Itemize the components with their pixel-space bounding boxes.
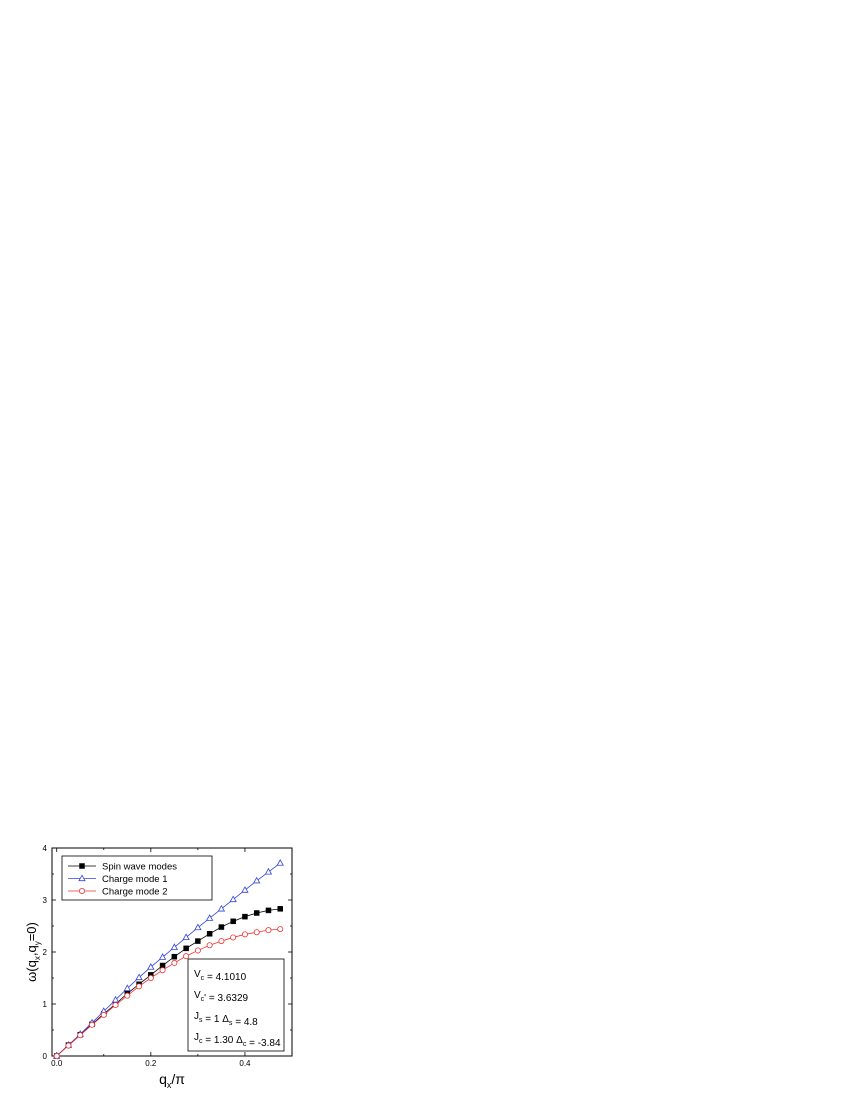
- parameter-line: Vc = 4.1010: [194, 969, 247, 983]
- legend-label: Charge mode 1: [102, 874, 167, 885]
- data-point: [194, 923, 202, 931]
- legend-label: Spin wave modes: [102, 862, 177, 873]
- data-point: [182, 933, 190, 941]
- legend-marker: [79, 888, 86, 895]
- y-tick-label: 3: [43, 896, 48, 905]
- data-point: [230, 934, 237, 941]
- data-point: [100, 1011, 107, 1018]
- data-point: [229, 895, 237, 903]
- legend-box: [61, 855, 213, 901]
- y-tick-label: 0: [43, 1052, 48, 1061]
- data-point: [111, 995, 120, 1003]
- data-point: [183, 945, 189, 952]
- data-point: [89, 1021, 96, 1028]
- data-point: [265, 907, 272, 914]
- y-tick-label: 4: [43, 844, 48, 853]
- data-point: [218, 924, 225, 930]
- parameter-line: Jc = 1.30 Δc = -3.84: [194, 1032, 281, 1049]
- data-point: [147, 963, 155, 970]
- legend-marker: [78, 874, 86, 882]
- data-point: [264, 867, 273, 875]
- data-point: [277, 906, 283, 912]
- data-point: [242, 913, 248, 920]
- data-point: [206, 942, 213, 949]
- data-point: [241, 886, 249, 893]
- parameter-line: Vc' = 3.6329: [194, 990, 249, 1004]
- legend-marker: [79, 863, 85, 869]
- legend-entry: Charge mode 1: [68, 874, 167, 885]
- data-point: [136, 983, 143, 990]
- data-point: [171, 953, 178, 960]
- data-point: [170, 943, 179, 950]
- data-point: [124, 992, 131, 999]
- data-point: [77, 1032, 84, 1039]
- data-point: [123, 984, 131, 991]
- data-point: [65, 1042, 72, 1049]
- series-3: [53, 926, 284, 1060]
- legend-entry: Charge mode 2: [68, 887, 167, 898]
- data-point: [276, 859, 284, 866]
- x-tick-label: 0.2: [145, 1059, 157, 1068]
- data-point: [230, 918, 236, 925]
- data-point: [147, 975, 154, 982]
- legend-entry: Spin wave modes: [68, 862, 177, 873]
- data-point: [277, 926, 284, 933]
- data-point: [218, 938, 225, 945]
- data-point: [135, 973, 143, 981]
- data-point: [159, 967, 166, 974]
- data-point: [158, 953, 167, 960]
- data-point: [205, 914, 214, 921]
- legend-label: Charge mode 2: [102, 887, 167, 898]
- x-tick-label: 0.0: [51, 1059, 63, 1068]
- parameter-box: [187, 958, 285, 1052]
- data-point: [265, 927, 272, 934]
- data-point: [53, 1053, 60, 1060]
- data-point: [183, 953, 190, 960]
- data-point: [171, 959, 178, 966]
- data-point: [253, 910, 260, 916]
- y-tick-label: 2: [43, 948, 48, 957]
- y-tick-label: 1: [43, 1000, 48, 1009]
- data-point: [194, 947, 201, 954]
- data-point: [253, 929, 260, 936]
- y-axis-label: ω(qx,qy=0): [24, 922, 42, 982]
- data-point: [217, 904, 226, 912]
- data-point: [195, 938, 201, 944]
- x-tick-label: 0.4: [239, 1059, 251, 1068]
- parameter-line: Js = 1 Δs = 4.8: [194, 1011, 258, 1028]
- data-point: [241, 931, 248, 938]
- data-point: [253, 876, 261, 884]
- x-axis-label: qx/π: [159, 1071, 185, 1090]
- data-point: [112, 1002, 119, 1009]
- series-2: [53, 859, 284, 1059]
- data-point: [206, 931, 213, 937]
